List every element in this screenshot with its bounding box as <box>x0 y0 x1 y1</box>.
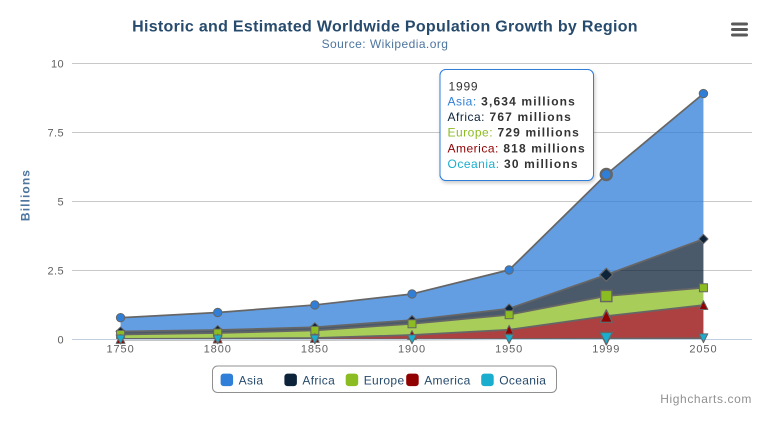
svg-text:Historic and Estimated Worldwi: Historic and Estimated Worldwide Populat… <box>132 19 638 36</box>
svg-text:10: 10 <box>51 59 64 71</box>
svg-text:Europe: 729 millions: Europe: 729 millions <box>448 126 581 140</box>
svg-text:Billions: Billions <box>19 169 33 221</box>
svg-text:1950: 1950 <box>495 344 523 356</box>
svg-text:America: America <box>424 374 470 388</box>
svg-text:Highcharts.com: Highcharts.com <box>660 392 752 406</box>
svg-text:Africa: Africa <box>302 374 335 388</box>
svg-text:1750: 1750 <box>107 344 135 356</box>
svg-text:Europe: Europe <box>364 374 405 388</box>
svg-text:Asia: Asia <box>239 374 264 388</box>
svg-text:1900: 1900 <box>398 344 426 356</box>
svg-text:Africa: 767 millions: Africa: 767 millions <box>448 110 573 124</box>
svg-text:1999: 1999 <box>449 80 479 94</box>
svg-text:2050: 2050 <box>689 344 717 356</box>
svg-text:1850: 1850 <box>301 344 329 356</box>
svg-text:1800: 1800 <box>204 344 232 356</box>
svg-text:America: 818 millions: America: 818 millions <box>448 141 586 155</box>
svg-text:Oceania: 30 millions: Oceania: 30 millions <box>448 157 579 171</box>
svg-text:7.5: 7.5 <box>48 128 65 140</box>
svg-text:1999: 1999 <box>592 344 620 356</box>
svg-text:5: 5 <box>57 197 64 209</box>
svg-text:2.5: 2.5 <box>48 266 65 278</box>
svg-text:0: 0 <box>57 335 64 347</box>
svg-text:Source: Wikipedia.org: Source: Wikipedia.org <box>322 37 449 51</box>
svg-text:Asia: 3,634 millions: Asia: 3,634 millions <box>448 94 576 108</box>
svg-text:Oceania: Oceania <box>499 374 546 388</box>
